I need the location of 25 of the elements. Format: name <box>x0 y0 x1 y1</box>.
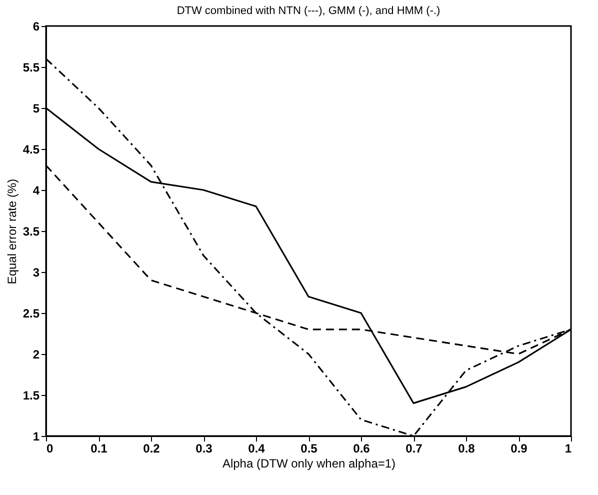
x-axis-title: Alpha (DTW only when alpha=1) <box>222 456 396 470</box>
x-tick-label: 0.1 <box>90 442 108 456</box>
y-tick-label: 3.5 <box>22 224 40 238</box>
x-tick-label: 0.3 <box>196 442 213 456</box>
y-tick-label: 4 <box>32 184 40 198</box>
x-tick-label: 0.7 <box>406 442 423 456</box>
y-tick-label: 4.5 <box>22 142 40 156</box>
y-tick-label: 5.5 <box>22 60 40 74</box>
y-tick-label: 1 <box>32 430 40 444</box>
y-tick-label: 1.5 <box>22 388 40 402</box>
x-tick-label: 0.9 <box>510 442 528 456</box>
y-tick-label: 6 <box>32 20 40 34</box>
y-tick-label: 2 <box>32 348 40 362</box>
x-tick-label: 0.8 <box>458 442 476 456</box>
x-tick-label: 0.5 <box>300 442 318 456</box>
y-tick-label: 3 <box>32 266 40 280</box>
chart-title: DTW combined with NTN (---), GMM (-), and HMM (-.) <box>176 5 440 17</box>
y-tick-label: 2.5 <box>22 306 40 320</box>
x-tick-label: 1 <box>564 442 572 456</box>
x-tick-label: 0.2 <box>143 442 160 456</box>
y-tick-label: 5 <box>32 102 40 116</box>
x-tick-label: 0 <box>46 442 54 456</box>
y-axis-title: Equal error rate (%) <box>4 178 19 284</box>
x-tick-label: 0.6 <box>353 442 370 456</box>
x-tick-label: 0.4 <box>248 442 266 456</box>
